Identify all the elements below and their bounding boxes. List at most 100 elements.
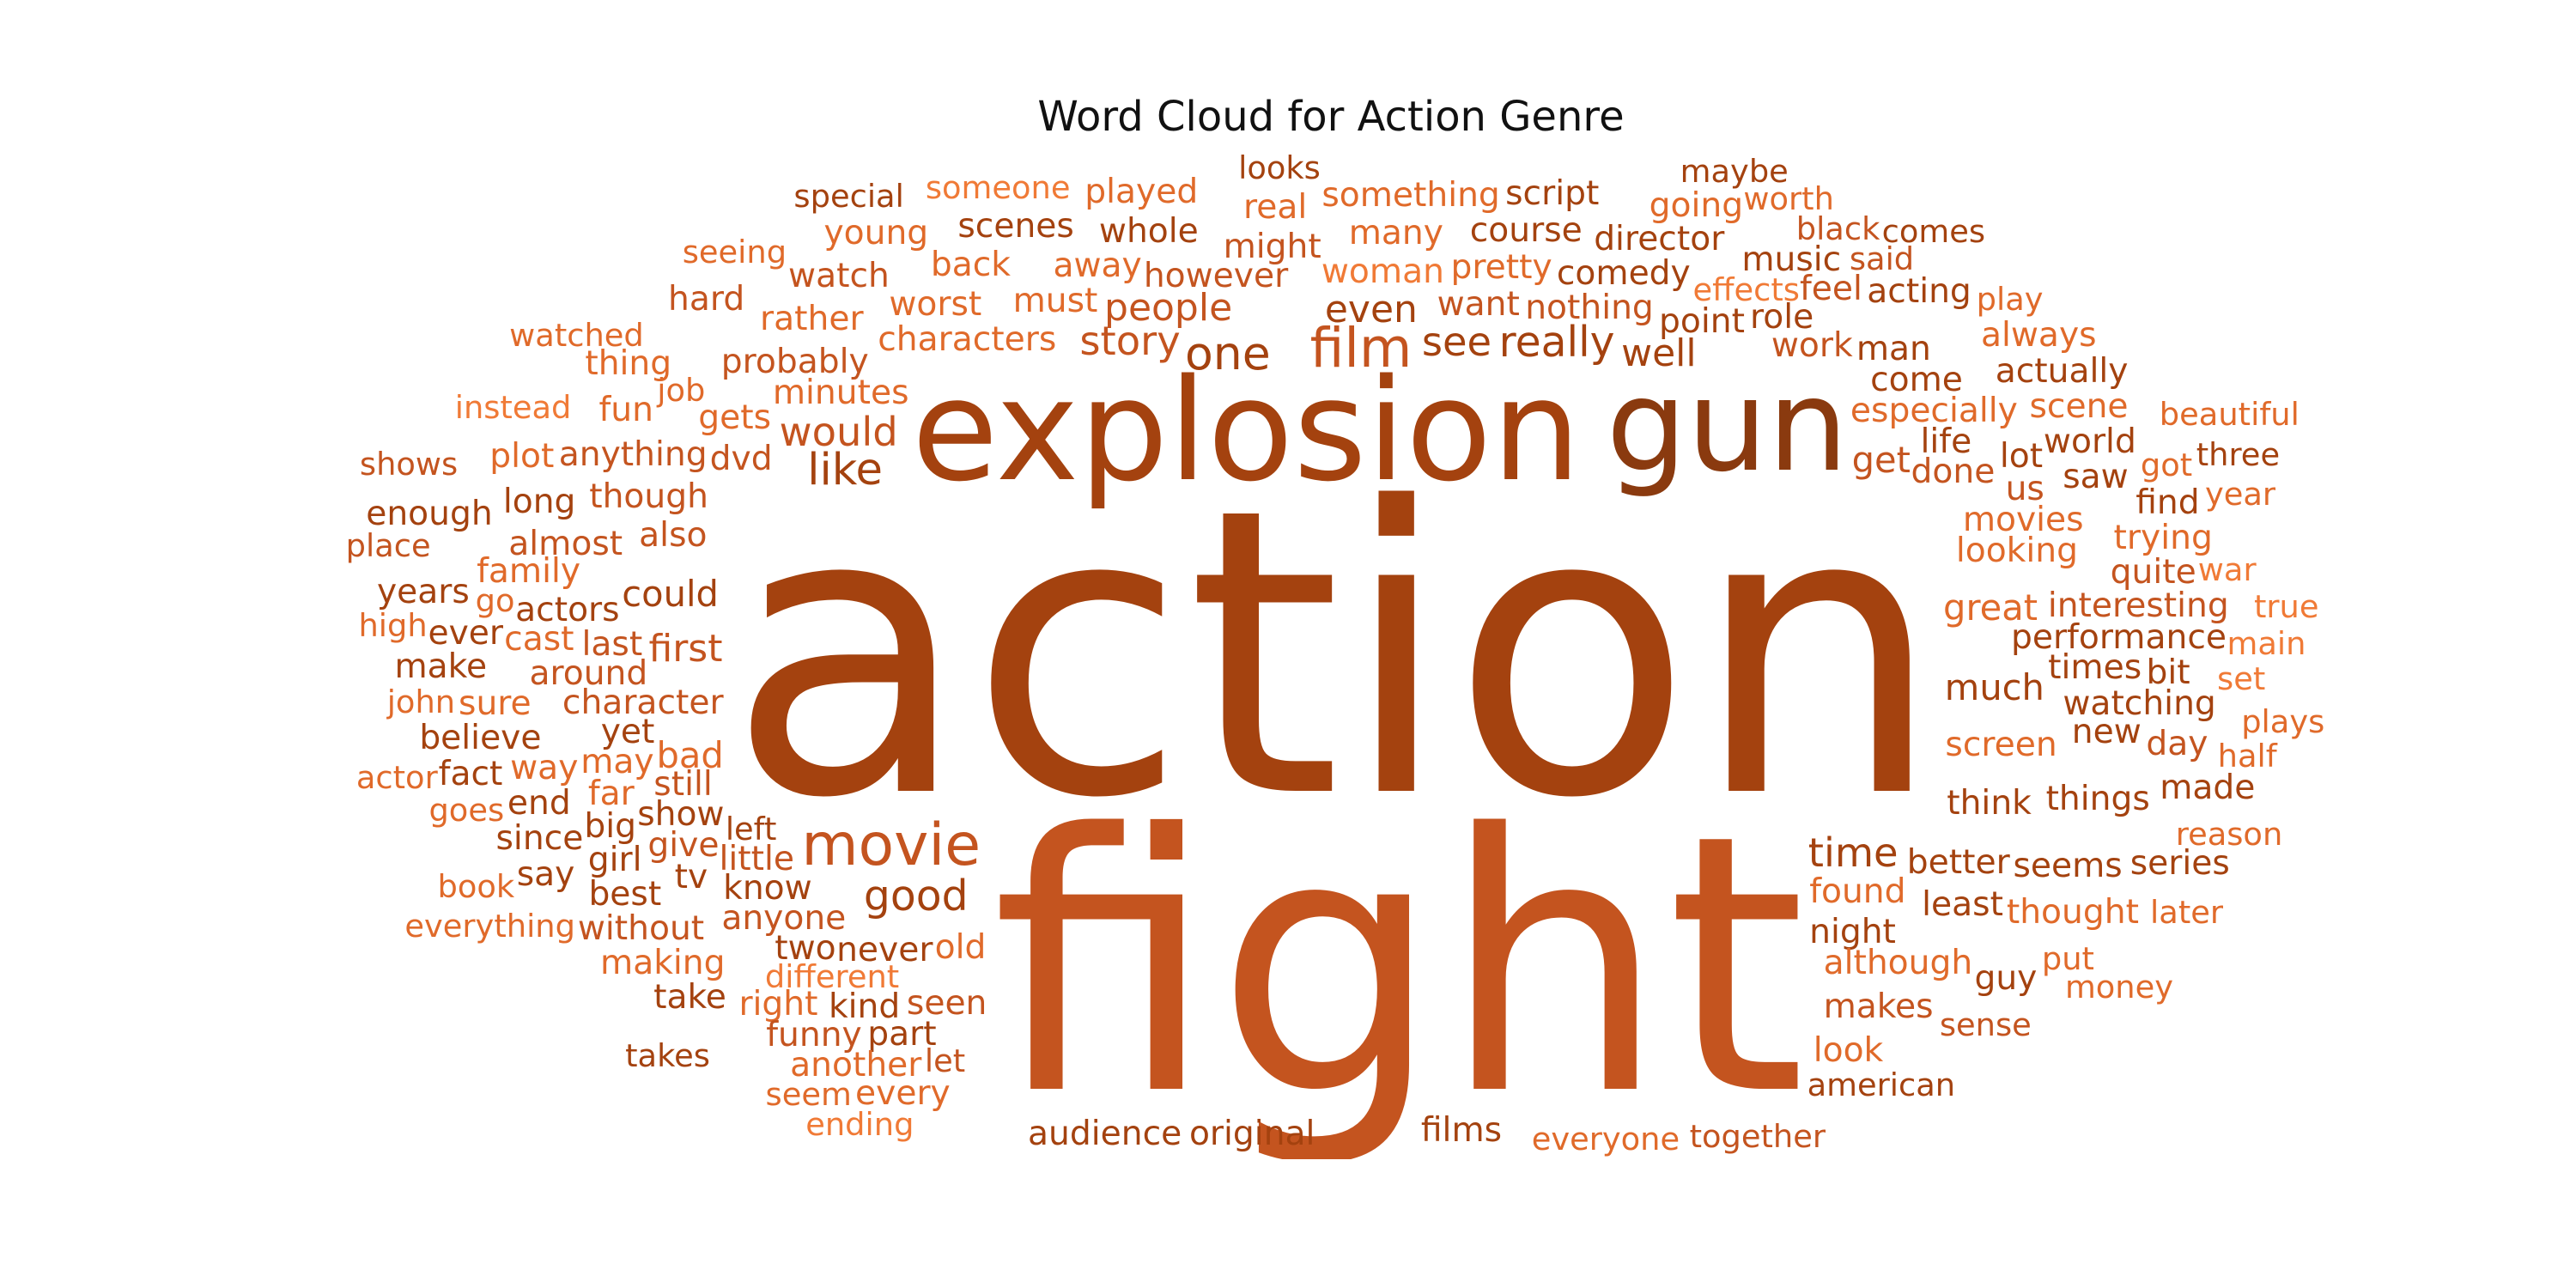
- cloud-word-still: still: [653, 764, 713, 804]
- cloud-word-without: without: [577, 908, 705, 948]
- cloud-word-dvd: dvd: [709, 440, 773, 479]
- cloud-word-things: things: [2045, 779, 2150, 818]
- cloud-word-get: get: [1851, 438, 1911, 481]
- cloud-word-guy: guy: [1974, 958, 2038, 998]
- cloud-word-night: night: [1809, 912, 1896, 951]
- cloud-word-people: people: [1104, 285, 1233, 330]
- cloud-word-least: least: [1922, 885, 2003, 925]
- cloud-word-funny: funny: [766, 1016, 862, 1055]
- cloud-word-series: series: [2129, 844, 2230, 884]
- cloud-word-good: good: [863, 871, 969, 920]
- cloud-word-give: give: [647, 825, 720, 865]
- cloud-word-put: put: [2041, 940, 2094, 978]
- cloud-word-makes: makes: [1823, 987, 1934, 1026]
- cloud-word-fact: fact: [438, 754, 503, 793]
- cloud-word-go: go: [475, 581, 515, 619]
- word-cloud: actionadventurefightexplosiongunmoviefil…: [343, 150, 2327, 1159]
- cloud-word-though: though: [589, 477, 708, 516]
- cloud-word-together: together: [1689, 1118, 1826, 1156]
- cloud-word-old: old: [934, 927, 987, 967]
- cloud-word-john: john: [386, 683, 456, 720]
- cloud-word-script: script: [1505, 174, 1600, 214]
- cloud-word-sure: sure: [459, 683, 532, 723]
- cloud-word-characters: characters: [878, 320, 1057, 360]
- cloud-word-comes: comes: [1881, 212, 1986, 250]
- cloud-word-money: money: [2064, 969, 2174, 1006]
- cloud-word-part: part: [867, 1015, 937, 1054]
- cloud-word-movie: movie: [801, 811, 981, 879]
- cloud-word-interesting: interesting: [2047, 586, 2229, 626]
- cloud-word-bit: bit: [2146, 653, 2190, 693]
- cloud-word-saw: saw: [2063, 457, 2129, 496]
- cloud-word-seems: seems: [2013, 847, 2123, 886]
- cloud-word-away: away: [1053, 246, 1142, 285]
- chart-title: Word Cloud for Action Genre: [1037, 93, 1625, 141]
- cloud-word-reason: reason: [2175, 815, 2283, 853]
- cloud-word-almost: almost: [508, 525, 623, 564]
- cloud-word-explosion: explosion: [911, 348, 1582, 513]
- cloud-word-cast: cast: [504, 620, 574, 659]
- cloud-word-however: however: [1143, 257, 1289, 296]
- cloud-word-actors: actors: [515, 591, 620, 630]
- cloud-word-set: set: [2217, 659, 2266, 697]
- cloud-word-takes: takes: [625, 1036, 710, 1074]
- cloud-word-thing: thing: [585, 344, 672, 384]
- cloud-word-woman: woman: [1321, 252, 1444, 291]
- cloud-word-beautiful: beautiful: [2159, 396, 2300, 434]
- cloud-word-better: better: [1906, 842, 2010, 882]
- cloud-word-gets: gets: [698, 398, 772, 438]
- cloud-word-instead: instead: [454, 389, 572, 427]
- cloud-word-may: may: [580, 743, 654, 782]
- cloud-word-seeing: seeing: [682, 233, 787, 270]
- cloud-word-book: book: [437, 868, 515, 906]
- cloud-word-action: action: [727, 424, 1943, 884]
- cloud-word-making: making: [600, 943, 726, 982]
- cloud-word-life: life: [1920, 422, 1972, 461]
- cloud-word-director: director: [1594, 220, 1725, 259]
- cloud-word-never: never: [836, 930, 933, 969]
- cloud-word-got: got: [2140, 446, 2193, 483]
- cloud-word-high: high: [358, 606, 428, 644]
- cloud-word-main: main: [2227, 624, 2306, 662]
- cloud-word-film: film: [1309, 316, 1413, 380]
- cloud-word-much: much: [1944, 665, 2044, 708]
- cloud-word-right: right: [738, 985, 818, 1024]
- cloud-word-screen: screen: [1945, 725, 2057, 764]
- cloud-word-feel: feel: [1799, 269, 1862, 308]
- cloud-word-different: different: [764, 957, 900, 995]
- cloud-word-acting: acting: [1867, 272, 1971, 312]
- cloud-word-worth: worth: [1743, 180, 1834, 218]
- cloud-word-year: year: [2204, 475, 2276, 513]
- cloud-word-day: day: [2146, 724, 2208, 763]
- cloud-word-little: little: [719, 839, 795, 878]
- cloud-word-another: another: [790, 1045, 922, 1084]
- cloud-word-trying: trying: [2113, 519, 2213, 558]
- cloud-word-hard: hard: [668, 280, 745, 319]
- cloud-word-best: best: [588, 874, 662, 914]
- cloud-word-fun: fun: [598, 391, 653, 430]
- cloud-word-first: first: [648, 627, 723, 671]
- cloud-word-kind: kind: [828, 987, 901, 1026]
- cloud-word-minutes: minutes: [772, 373, 909, 412]
- cloud-word-think: think: [1947, 784, 2032, 823]
- cloud-word-show: show: [637, 794, 725, 834]
- cloud-word-well: well: [1621, 331, 1697, 375]
- cloud-word-tv: tv: [674, 857, 708, 896]
- cloud-word-character: character: [562, 683, 724, 722]
- cloud-word-shows: shows: [359, 446, 459, 483]
- cloud-word-sense: sense: [1939, 1006, 2032, 1044]
- cloud-word-goes: goes: [428, 792, 505, 829]
- cloud-word-anyone: anyone: [721, 898, 847, 938]
- cloud-word-watching: watching: [2063, 683, 2216, 723]
- cloud-word-know: know: [723, 869, 812, 908]
- cloud-word-original: original: [1188, 1114, 1315, 1153]
- cloud-word-find: find: [2136, 483, 2200, 522]
- cloud-word-audience: audience: [1028, 1114, 1182, 1153]
- cloud-word-watched: watched: [509, 316, 644, 354]
- cloud-word-man: man: [1856, 329, 1931, 368]
- cloud-word-seen: seen: [906, 984, 987, 1024]
- cloud-word-later: later: [2150, 893, 2224, 931]
- cloud-word-one: one: [1185, 326, 1271, 381]
- cloud-word-left: left: [725, 810, 777, 848]
- cloud-word-special: special: [793, 177, 904, 215]
